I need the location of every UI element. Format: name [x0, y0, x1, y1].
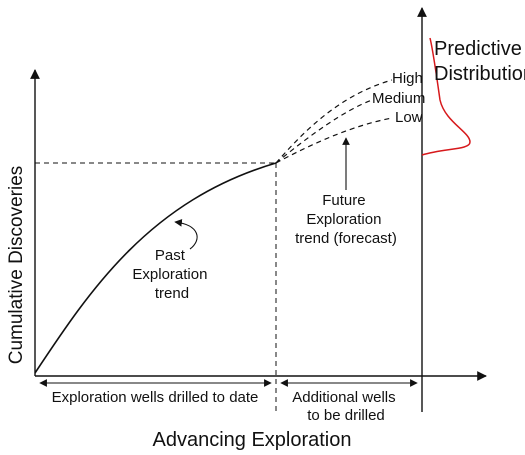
predictive-distribution-curve — [421, 37, 471, 156]
predictive-distribution-line-1: Predictive — [434, 38, 522, 60]
predictive-distribution-label: Predictive Distribution — [434, 38, 525, 85]
past-trend-line-1: Past — [155, 247, 186, 264]
past-trend-line-3: trend — [155, 285, 189, 302]
future-trend-label: Future Exploration trend (forecast) — [295, 192, 397, 247]
forecast-low-curve — [275, 117, 393, 164]
past-trend-label: Past Exploration trend — [132, 247, 211, 302]
past-trend-line-2: Exploration — [132, 266, 207, 283]
past-trend-pointer — [174, 219, 198, 250]
future-trend-line-1: Future — [322, 192, 365, 209]
scenario-high-label: High — [392, 70, 423, 87]
y-axis-label: Cumulative Discoveries — [6, 166, 27, 365]
predictive-distribution-line-2: Distribution — [434, 63, 525, 85]
future-trend-line-3: trend (forecast) — [295, 230, 397, 247]
scenario-low-label: Low — [395, 109, 423, 126]
forecast-medium-curve — [275, 99, 373, 164]
forecast-high-curve — [275, 79, 393, 164]
wells-to-date-label: Exploration wells drilled to date — [52, 389, 259, 406]
scenario-medium-label: Medium — [372, 90, 425, 107]
past-exploration-curve — [34, 162, 277, 374]
future-trend-line-2: Exploration — [306, 211, 381, 228]
additional-wells-label: Additional wells to be drilled — [292, 389, 400, 424]
additional-wells-line-2: to be drilled — [307, 407, 385, 424]
additional-wells-line-1: Additional wells — [292, 389, 395, 406]
x-axis-label: Advancing Exploration — [152, 429, 351, 451]
